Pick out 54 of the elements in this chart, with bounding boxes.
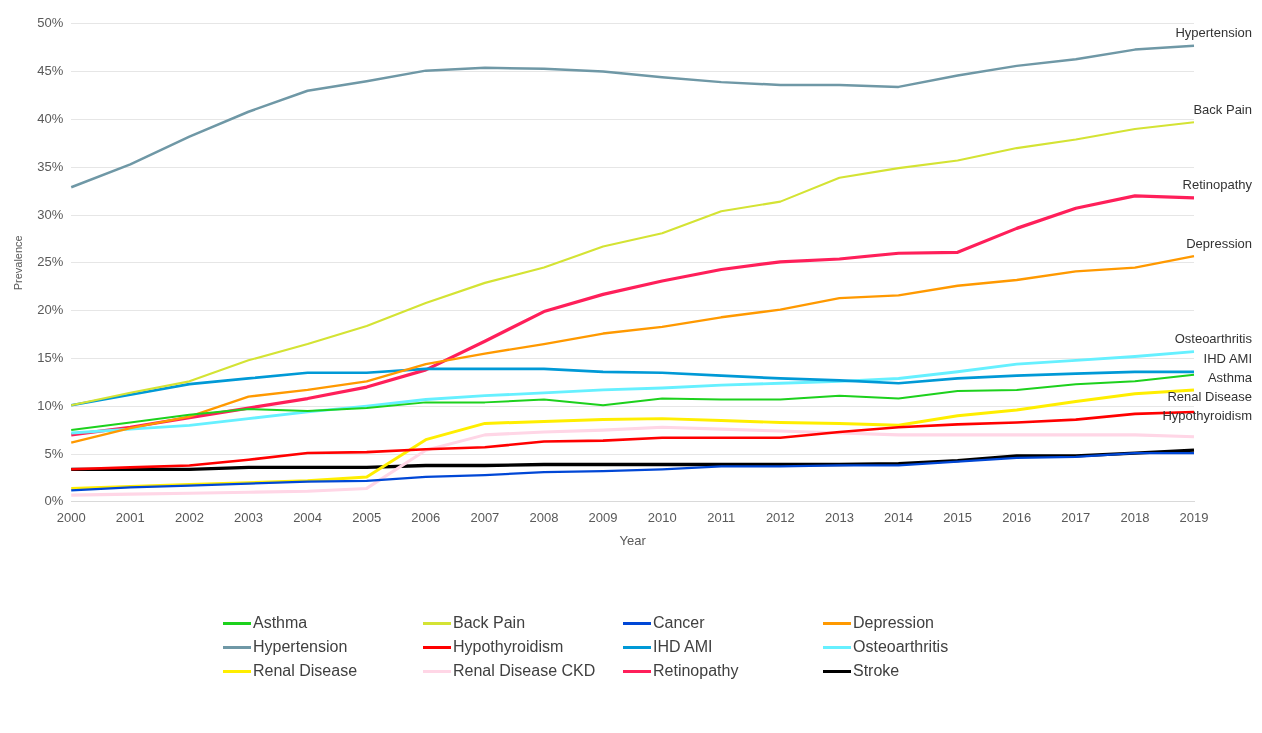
y-tick-label: 50% (37, 15, 64, 31)
annotation: Osteoarthritis (1174, 331, 1253, 347)
y-tick-label: 0% (44, 493, 64, 509)
y-tick-label: 30% (37, 206, 64, 222)
x-tick-label: 2013 (824, 510, 854, 526)
x-tick-label: 2001 (115, 510, 145, 526)
x-tick-label: 2008 (529, 510, 559, 526)
y-tick-label: 35% (37, 158, 64, 174)
annotation: Retinopathy (1182, 177, 1253, 193)
legend-label: Cancer (653, 613, 705, 633)
legend-label: Renal Disease (253, 661, 358, 681)
x-tick-label: 2000 (56, 510, 86, 526)
legend-label: Stroke (853, 661, 900, 681)
x-tick-label: 2004 (293, 510, 323, 526)
y-tick-label: 25% (37, 254, 64, 270)
legend-label: Back Pain (453, 613, 526, 633)
x-axis-title: Year (619, 532, 647, 548)
y-tick-label: 40% (37, 110, 64, 126)
legend-label: Hypertension (253, 637, 348, 657)
x-tick-label: 2011 (707, 510, 736, 526)
annotation: Renal Disease (1167, 389, 1252, 405)
y-tick-label: 20% (37, 302, 64, 318)
x-tick-label: 2015 (943, 510, 973, 526)
x-tick-label: 2012 (765, 510, 795, 526)
x-tick-label: 2014 (884, 510, 913, 526)
x-tick-label: 2007 (470, 510, 500, 526)
legend-label: IHD AMI (653, 637, 713, 657)
x-tick-label: 2019 (1179, 510, 1209, 526)
x-tick-label: 2017 (1061, 510, 1091, 526)
x-tick-label: 2009 (588, 510, 618, 526)
legend-label: Depression (853, 613, 934, 633)
y-tick-label: 10% (37, 397, 64, 413)
annotation: Back Pain (1193, 101, 1252, 117)
legend-label: Osteoarthritis (853, 637, 949, 657)
y-axis-title: Prevalence (11, 235, 24, 291)
annotation: Hypothyroidism (1162, 408, 1252, 424)
x-tick-label: 2002 (174, 510, 204, 526)
x-tick-label: 2003 (234, 510, 263, 526)
x-tick-label: 2010 (647, 510, 677, 526)
y-tick-label: 15% (37, 349, 64, 365)
legend-label: Hypothyroidism (453, 637, 564, 657)
annotation: IHD AMI (1203, 351, 1252, 367)
x-tick-label: 2005 (352, 510, 382, 526)
annotation: Depression (1186, 235, 1252, 251)
annotation: Hypertension (1175, 25, 1252, 41)
annotation: Asthma (1207, 370, 1253, 386)
legend-label: Renal Disease CKD (453, 661, 596, 681)
y-tick-label: 45% (37, 63, 64, 79)
x-tick-label: 2016 (1002, 510, 1032, 526)
x-tick-label: 2006 (411, 510, 441, 526)
legend-label: Retinopathy (653, 661, 739, 681)
legend-label: Asthma (253, 613, 308, 633)
y-tick-label: 5% (44, 445, 64, 461)
x-tick-label: 2018 (1120, 510, 1150, 526)
